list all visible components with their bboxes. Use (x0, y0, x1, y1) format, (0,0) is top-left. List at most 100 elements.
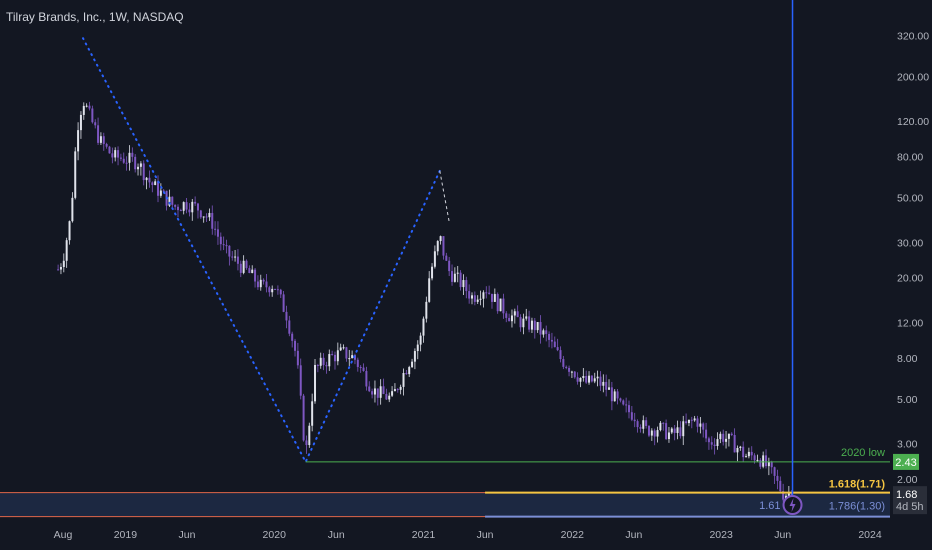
candle-body (154, 181, 157, 186)
candle-body (79, 114, 82, 131)
candle-body (536, 322, 539, 331)
candle-body (128, 152, 131, 163)
candle-body (216, 229, 219, 237)
candle-body (776, 475, 779, 481)
candle-body (622, 400, 625, 405)
y-tick-label: 30.00 (897, 237, 923, 249)
candle-body (333, 354, 336, 362)
candle-body (268, 287, 271, 293)
candle-body (585, 375, 588, 383)
candle-body (719, 433, 722, 440)
candle-body (765, 455, 768, 467)
candle-body (322, 357, 325, 366)
candle-body (599, 376, 602, 386)
candle-body (548, 333, 551, 340)
candle-body (653, 430, 656, 437)
candle-body (508, 317, 511, 322)
cutoff-label: 1.61 (759, 500, 780, 512)
candle-body (539, 322, 542, 335)
candle-body (294, 340, 297, 351)
candle-body (205, 216, 208, 218)
candle-body (99, 136, 102, 143)
candle-body (439, 236, 442, 242)
candle-body (533, 320, 536, 331)
candle-body (413, 351, 416, 362)
candle-body (425, 301, 428, 319)
candle-body (91, 108, 94, 123)
candle-body (385, 393, 388, 400)
candle-body (685, 421, 688, 424)
candle-body (636, 421, 639, 428)
candle-body (371, 391, 374, 395)
candle-body (462, 280, 465, 288)
candle-body (351, 355, 354, 359)
candle-body (459, 272, 462, 288)
candle-body (676, 427, 679, 433)
candle-body (236, 256, 239, 264)
candle-body (411, 361, 414, 368)
candle-body (522, 318, 525, 328)
candle-body (353, 355, 356, 360)
candle-body (234, 256, 237, 258)
y-tick-label: 200.00 (897, 72, 929, 84)
candle-body (562, 359, 565, 367)
candle-body (716, 439, 719, 447)
candle-body (119, 157, 122, 159)
candle-body (582, 375, 585, 378)
candle-body (159, 190, 162, 196)
candle-body (702, 423, 705, 430)
candle-body (185, 202, 188, 210)
candle-body (616, 391, 619, 399)
y-tick-label: 5.00 (897, 394, 918, 406)
candle-body (393, 389, 396, 392)
low-tag-bg (893, 453, 919, 470)
candle-body (108, 146, 111, 154)
candle-body (276, 289, 279, 291)
candle-body (222, 244, 225, 246)
candle-body (117, 150, 120, 158)
candle-body (713, 444, 716, 447)
y-tick-label: 12.00 (897, 317, 923, 329)
candle-body (65, 240, 68, 261)
candle-body (628, 405, 631, 413)
candle-body (388, 395, 391, 400)
candle-body (122, 158, 125, 163)
candle-body (57, 269, 60, 271)
candle-body (191, 201, 194, 213)
y-tick-label: 320.00 (897, 30, 929, 42)
candle-body (465, 280, 468, 292)
candle-body (373, 388, 376, 395)
candle-body (542, 330, 545, 335)
candle-body (208, 212, 211, 218)
candle-body (199, 210, 202, 218)
candle-body (707, 438, 710, 443)
candle-body (331, 354, 334, 356)
candle-body (176, 206, 179, 211)
fib-label: 1.618(1.71) (829, 479, 886, 491)
candle-body (687, 419, 690, 424)
y-tick-label: 2.00 (897, 474, 918, 486)
candle-body (770, 461, 773, 468)
candle-body (650, 430, 653, 436)
candle-body (699, 423, 702, 427)
candle-body (245, 260, 248, 269)
candle-body (242, 260, 245, 273)
candle-body (125, 162, 128, 164)
candle-body (219, 236, 222, 245)
candle-body (525, 316, 528, 319)
candle-body (422, 318, 425, 336)
candle-body (288, 320, 291, 334)
candle-body (579, 377, 582, 382)
x-tick-label: Jun (625, 529, 642, 541)
candle-body (228, 245, 231, 257)
candle-body (476, 299, 479, 302)
candle-body (182, 202, 185, 211)
candle-body (391, 391, 394, 396)
candle-body (225, 245, 228, 247)
y-tick-label: 50.00 (897, 193, 923, 205)
candle-body (259, 279, 262, 288)
candle-body (348, 358, 351, 360)
candle-body (345, 347, 348, 359)
candle-body (505, 313, 508, 318)
